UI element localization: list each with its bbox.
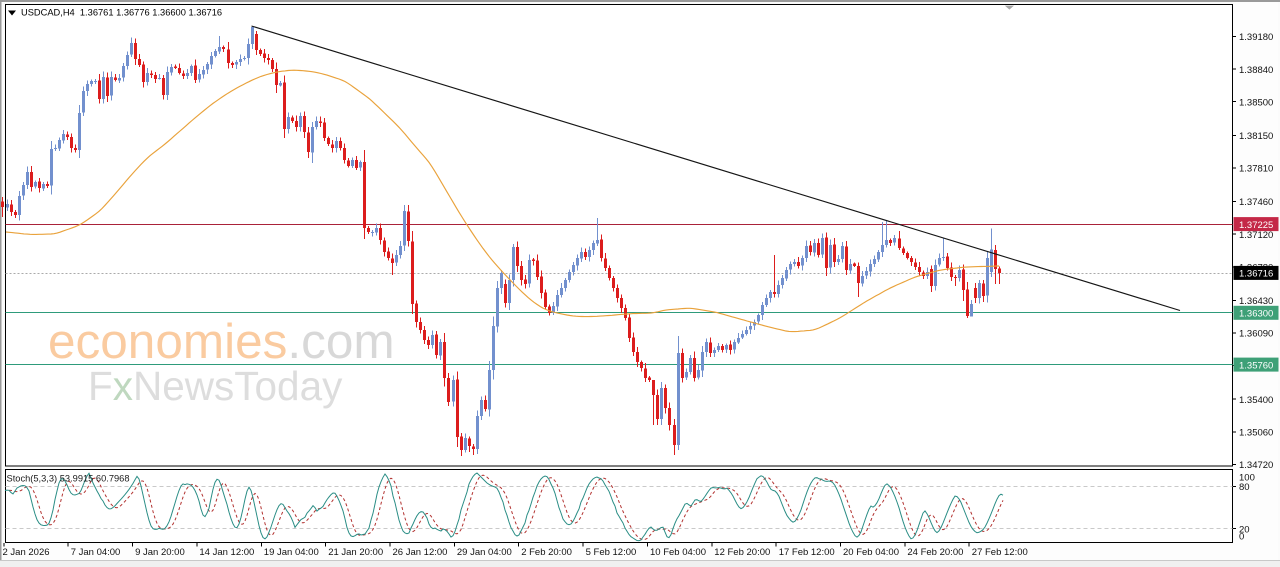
svg-text:1.37120: 1.37120 <box>1239 230 1273 241</box>
svg-text:7 Jan 04:00: 7 Jan 04:00 <box>71 547 121 558</box>
svg-text:1.38150: 1.38150 <box>1239 131 1273 142</box>
svg-text:1.36430: 1.36430 <box>1239 296 1273 307</box>
svg-text:1.36300: 1.36300 <box>1239 309 1273 320</box>
svg-text:1.39180: 1.39180 <box>1239 32 1273 43</box>
svg-text:14 Jan 12:00: 14 Jan 12:00 <box>199 547 254 558</box>
svg-text:0: 0 <box>1239 532 1244 543</box>
svg-text:26 Jan 12:00: 26 Jan 12:00 <box>393 547 448 558</box>
svg-text:10 Feb 04:00: 10 Feb 04:00 <box>650 547 706 558</box>
svg-text:1.37810: 1.37810 <box>1239 164 1273 175</box>
svg-text:24 Feb 20:00: 24 Feb 20:00 <box>907 547 963 558</box>
svg-text:1.38840: 1.38840 <box>1239 65 1273 76</box>
svg-text:2 Jan 2026: 2 Jan 2026 <box>3 547 50 558</box>
svg-text:USDCAD,H4 1.36761 1.36776 1.3: USDCAD,H4 1.36761 1.36776 1.36600 1.3671… <box>21 8 222 18</box>
svg-text:1.34720: 1.34720 <box>1239 460 1273 471</box>
svg-text:Stoch(5,3,3) 53.9915 60.7968: Stoch(5,3,3) 53.9915 60.7968 <box>7 474 130 484</box>
svg-text:1.35060: 1.35060 <box>1239 428 1273 439</box>
svg-text:9 Jan 20:00: 9 Jan 20:00 <box>135 547 185 558</box>
svg-text:1.36716: 1.36716 <box>1239 269 1273 280</box>
svg-text:1.35760: 1.35760 <box>1239 360 1273 371</box>
svg-text:1.35400: 1.35400 <box>1239 395 1273 406</box>
svg-text:1.38500: 1.38500 <box>1239 97 1273 108</box>
svg-text:1.37225: 1.37225 <box>1239 220 1273 231</box>
svg-text:19 Jan 04:00: 19 Jan 04:00 <box>264 547 319 558</box>
svg-text:5 Feb 12:00: 5 Feb 12:00 <box>586 547 637 558</box>
svg-text:FxNewsToday: FxNewsToday <box>88 363 343 409</box>
svg-text:2 Feb 20:00: 2 Feb 20:00 <box>521 547 572 558</box>
svg-text:economies.com: economies.com <box>48 314 395 369</box>
svg-text:20 Feb 04:00: 20 Feb 04:00 <box>843 547 899 558</box>
svg-text:29 Jan 04:00: 29 Jan 04:00 <box>457 547 512 558</box>
svg-text:1.37460: 1.37460 <box>1239 197 1273 208</box>
svg-text:17 Feb 12:00: 17 Feb 12:00 <box>779 547 835 558</box>
svg-text:12 Feb 20:00: 12 Feb 20:00 <box>714 547 770 558</box>
svg-text:20: 20 <box>1239 524 1250 535</box>
svg-text:21 Jan 20:00: 21 Jan 20:00 <box>328 547 383 558</box>
svg-text:100: 100 <box>1239 473 1255 484</box>
svg-text:27 Feb 12:00: 27 Feb 12:00 <box>972 547 1028 558</box>
svg-text:1.36090: 1.36090 <box>1239 329 1273 340</box>
svg-text:80: 80 <box>1239 482 1250 493</box>
